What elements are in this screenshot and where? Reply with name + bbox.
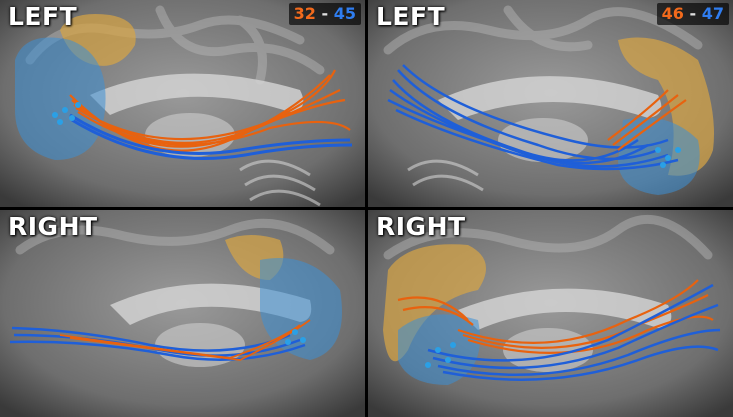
brain-tractography-image bbox=[0, 210, 365, 417]
region-a-number: 32 bbox=[293, 4, 316, 23]
panel-top-right: LEFT 46 - 47 bbox=[368, 0, 733, 207]
brain-tractography-image bbox=[368, 0, 733, 207]
region-pair-label: 32 - 45 bbox=[288, 3, 361, 25]
region-b-number: 45 bbox=[333, 4, 356, 23]
brain-tractography-image bbox=[368, 210, 733, 417]
region-separator: - bbox=[689, 4, 697, 23]
hemisphere-label: LEFT bbox=[8, 2, 78, 31]
panel-top-left: LEFT 32 - 45 bbox=[0, 0, 365, 207]
panel-bottom-left: RIGHT bbox=[0, 210, 365, 417]
hemisphere-label: RIGHT bbox=[376, 212, 466, 241]
brain-tractography-image bbox=[0, 0, 365, 207]
hemisphere-label: RIGHT bbox=[8, 212, 98, 241]
region-separator: - bbox=[321, 4, 329, 23]
region-a-number: 46 bbox=[661, 4, 684, 23]
region-pair-label: 46 - 47 bbox=[656, 3, 729, 25]
region-b-number: 47 bbox=[701, 4, 724, 23]
panel-bottom-right: RIGHT bbox=[368, 210, 733, 417]
hemisphere-label: LEFT bbox=[376, 2, 446, 31]
